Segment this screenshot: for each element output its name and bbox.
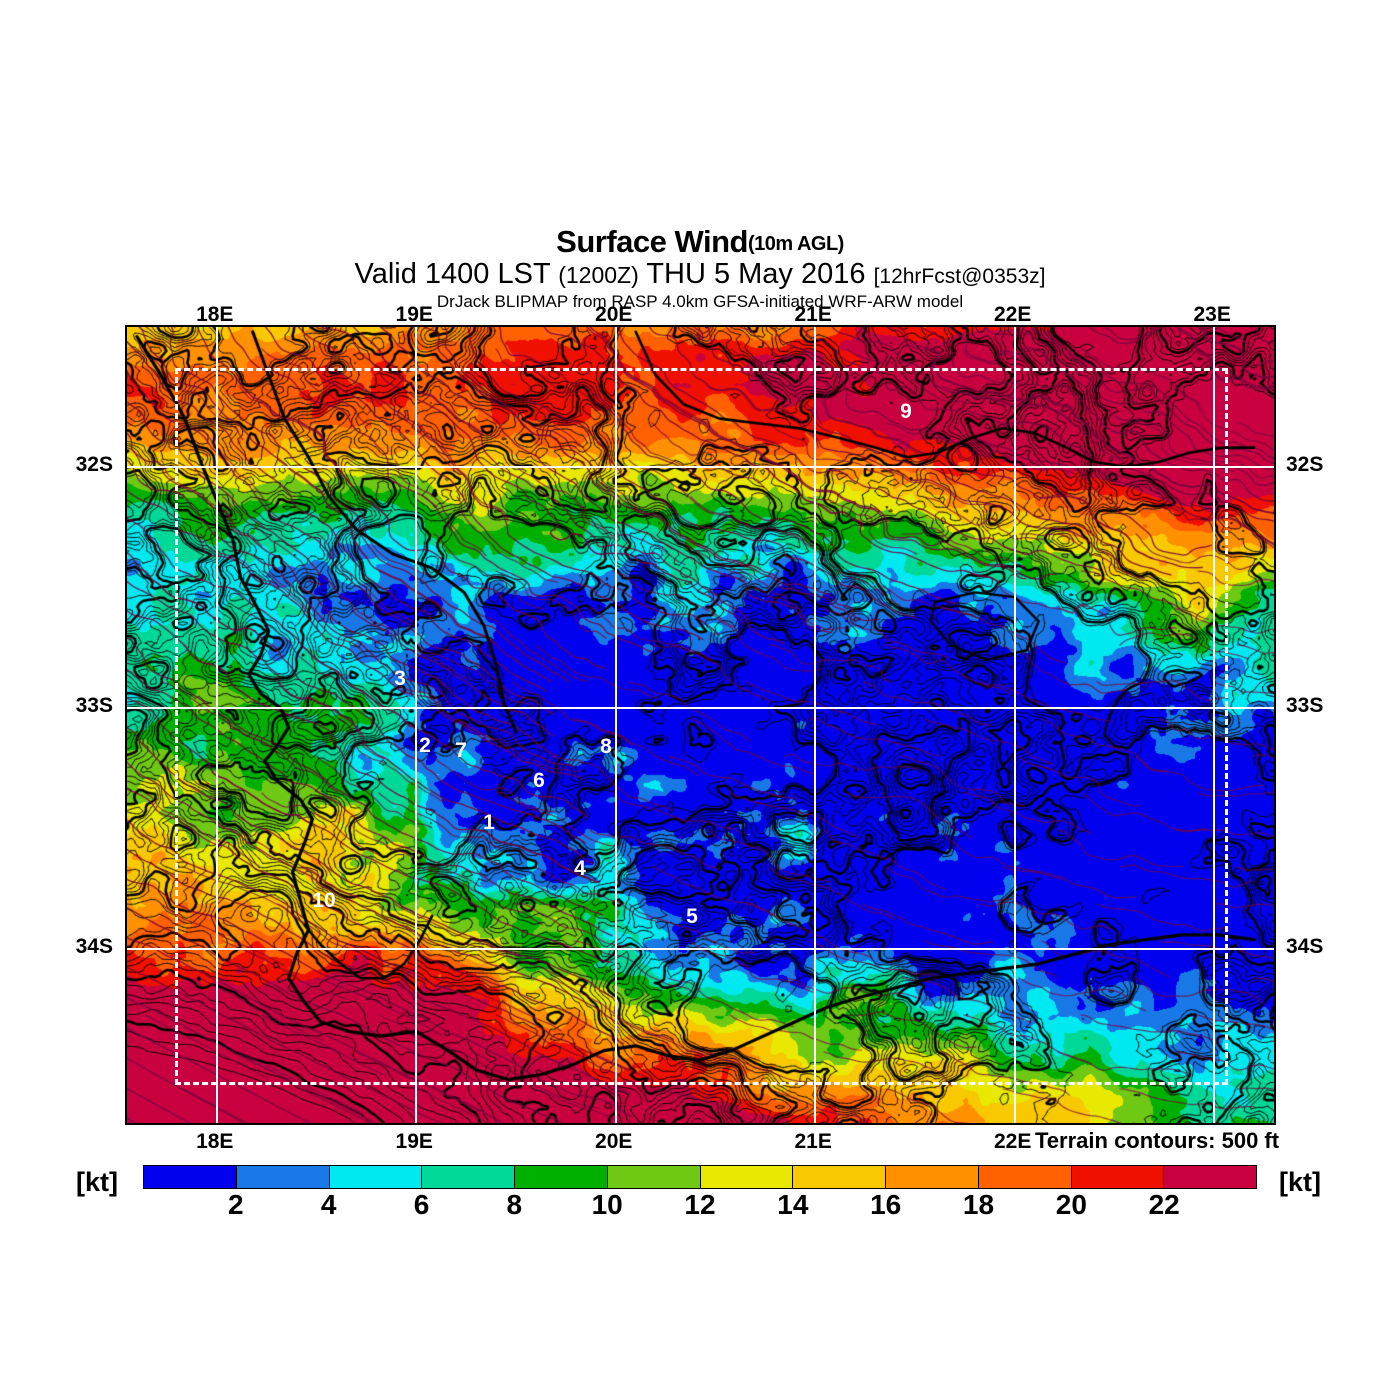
colorbar-band-5 [606, 1166, 700, 1188]
colorbar-legend: [kt] 2 4 6 8 10 12 14 16 18 20 22 [kt] [0, 1163, 1400, 1233]
lon-label-top-18E: 18E [196, 303, 234, 326]
lon-label-bottom-18E: 18E [196, 1130, 234, 1153]
lat-label-right-33S: 33S [1286, 694, 1324, 718]
station-marker-2: 2 [419, 734, 431, 757]
lon-label-bottom-22E: 22E [993, 1130, 1032, 1153]
lon-label-top-20E: 20E [595, 303, 633, 326]
colorbar-tick-4: 4 [320, 1189, 337, 1220]
title-block: Surface Wind(10m AGL) Valid 1400 LST (12… [0, 226, 1400, 312]
colorbar-tick-18: 18 [962, 1189, 995, 1220]
colorbar-tick-labels: 2 4 6 8 10 12 14 16 18 20 22 [143, 1189, 1257, 1229]
valid-time-line: Valid 1400 LST (1200Z) THU 5 May 2016 [1… [0, 258, 1400, 290]
station-marker-9: 9 [900, 400, 912, 423]
colorbar-band-3 [421, 1166, 514, 1188]
station-marker-8: 8 [600, 735, 612, 758]
lon-label-top-19E: 19E [395, 303, 433, 326]
title-main: Surface Wind [556, 224, 748, 259]
colorbar-band-9 [977, 1166, 1071, 1188]
colorbar-tick-14: 14 [777, 1189, 809, 1220]
colorbar-band-2 [328, 1166, 422, 1188]
station-marker-6: 6 [533, 769, 545, 792]
lon-label-bottom-19E: 19E [395, 1130, 433, 1153]
colorbar-swatches [143, 1165, 1257, 1189]
map-plot-area: 9 3 2 7 8 6 1 4 10 5 [125, 325, 1276, 1125]
wind-speed-field [127, 327, 1274, 1123]
lon-label-bottom-20E: 20E [595, 1130, 633, 1153]
title-main-sub: (10m AGL) [747, 233, 844, 255]
lat-label-left-32S: 32S [75, 452, 113, 476]
colorbar-tick-20: 20 [1055, 1189, 1087, 1220]
colorbar-tick-22: 22 [1148, 1189, 1180, 1220]
lon-label-top-23E: 23E [1193, 303, 1231, 326]
lat-label-left-33S: 33S [75, 694, 113, 718]
colorbar-band-11 [1163, 1166, 1256, 1188]
lat-label-right-32S: 32S [1286, 452, 1324, 476]
valid-prefix: Valid 1400 LST [354, 258, 551, 290]
station-marker-3: 3 [394, 667, 406, 690]
lon-label-top-22E: 22E [993, 303, 1032, 326]
colorbar-band-0 [144, 1166, 236, 1188]
colorbar-tick-8: 8 [506, 1189, 523, 1220]
colorbar-unit-left: [kt] [76, 1167, 118, 1197]
colorbar-tick-6: 6 [413, 1189, 430, 1220]
lon-label-top-21E: 21E [794, 303, 832, 326]
lon-label-bottom-21E: 21E [794, 1130, 832, 1153]
forecast-stamp: [12hrFcst@0353z] [873, 265, 1046, 288]
station-marker-10: 10 [312, 889, 336, 912]
lat-label-right-34S: 34S [1286, 935, 1324, 959]
valid-date: THU 5 May 2016 [646, 258, 866, 290]
lat-label-left-34S: 34S [75, 935, 113, 959]
colorbar-tick-10: 10 [591, 1189, 623, 1220]
station-marker-7: 7 [455, 739, 467, 762]
colorbar-band-4 [514, 1166, 607, 1188]
station-marker-5: 5 [686, 905, 698, 928]
colorbar-band-8 [885, 1166, 978, 1188]
terrain-contour-note: Terrain contours: 500 ft [1035, 1128, 1280, 1153]
colorbar-unit-right: [kt] [1279, 1167, 1321, 1197]
valid-zulu: (1200Z) [558, 262, 639, 288]
colorbar-band-1 [235, 1166, 329, 1188]
page-title: Surface Wind(10m AGL) [0, 226, 1400, 257]
colorbar-tick-16: 16 [870, 1189, 902, 1220]
colorbar-tick-12: 12 [684, 1189, 716, 1220]
station-marker-1: 1 [483, 811, 495, 834]
colorbar-tick-2: 2 [228, 1189, 244, 1220]
colorbar-band-7 [792, 1166, 885, 1188]
colorbar-band-10 [1070, 1166, 1164, 1188]
model-source-line: DrJack BLIPMAP from RASP 4.0km GFSA-init… [436, 292, 964, 312]
station-marker-4: 4 [574, 857, 586, 880]
colorbar-band-6 [699, 1166, 793, 1188]
